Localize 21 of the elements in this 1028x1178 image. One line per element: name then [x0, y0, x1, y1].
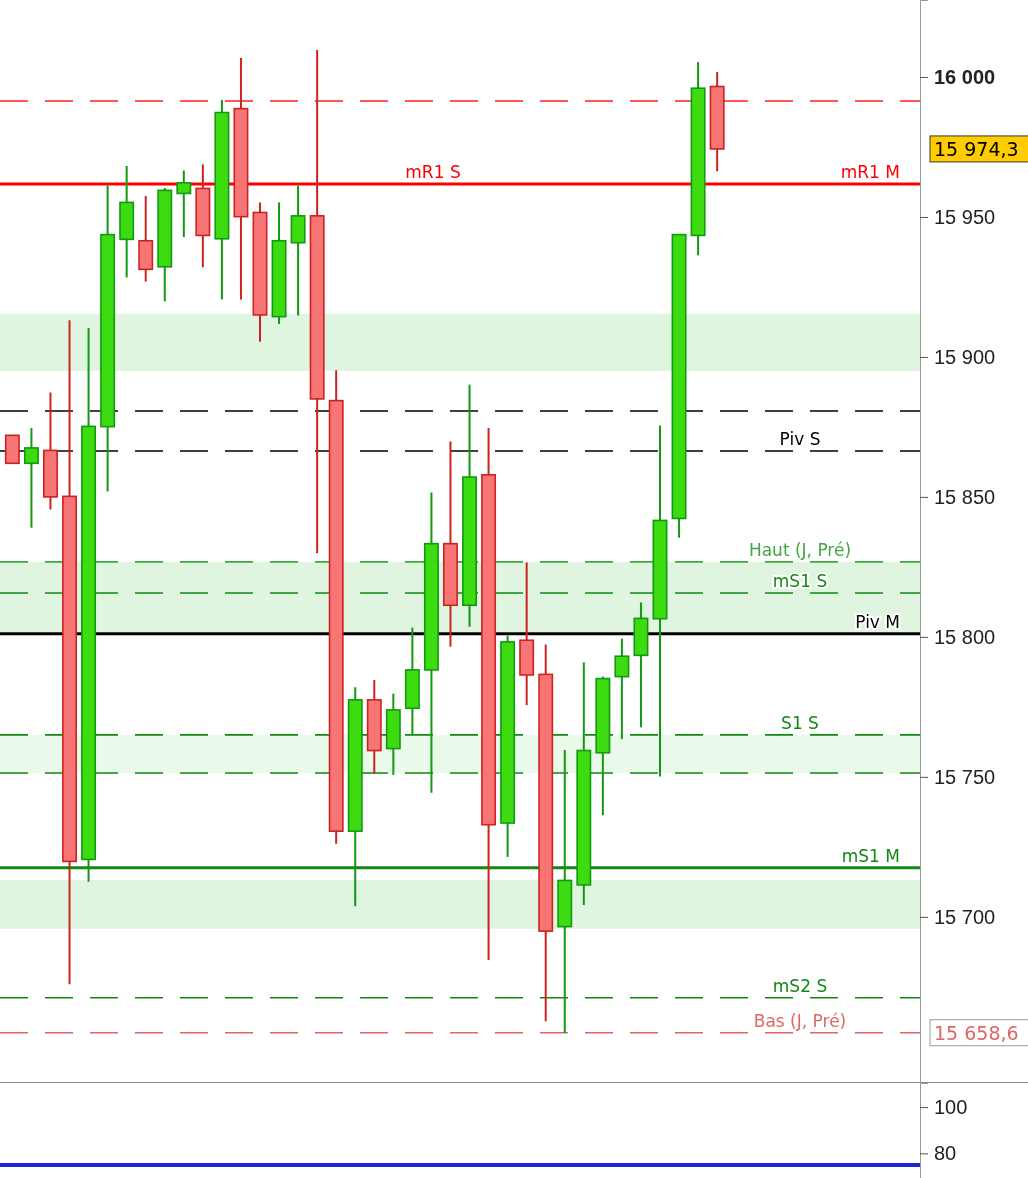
- text: 15 658,6: [934, 1021, 1019, 1044]
- y-tick-label: 15 850: [934, 485, 996, 508]
- y-tick-label: 80: [934, 1142, 957, 1165]
- ref-line-label: Piv M: [855, 611, 900, 632]
- y-tick-label: 15 750: [934, 765, 996, 788]
- y-tick-label: 15 800: [934, 625, 996, 648]
- annotation: mR1 S: [405, 161, 461, 182]
- y-tick-label: 15 950: [934, 205, 996, 228]
- ref-line-label: mS2 S: [772, 975, 828, 996]
- ref-line-label: mR1 M: [840, 161, 900, 182]
- ref-line-label: Haut (J, Pré): [748, 539, 852, 560]
- ref-line-label: Bas (J, Pré): [753, 1010, 847, 1031]
- y-tick-label: 15 900: [934, 345, 996, 368]
- ref-line-label: mS1 S: [772, 570, 828, 591]
- y-tick-label: 16 000: [934, 65, 996, 88]
- text: 15 974,3: [934, 137, 1019, 160]
- y-tick-label: 15 700: [934, 905, 996, 928]
- y-tick-label: 100: [934, 1095, 968, 1118]
- ref-line-label: S1 S: [781, 712, 819, 733]
- ref-line-label: mS1 M: [841, 845, 900, 866]
- ref-line-label: Piv S: [779, 429, 821, 449]
